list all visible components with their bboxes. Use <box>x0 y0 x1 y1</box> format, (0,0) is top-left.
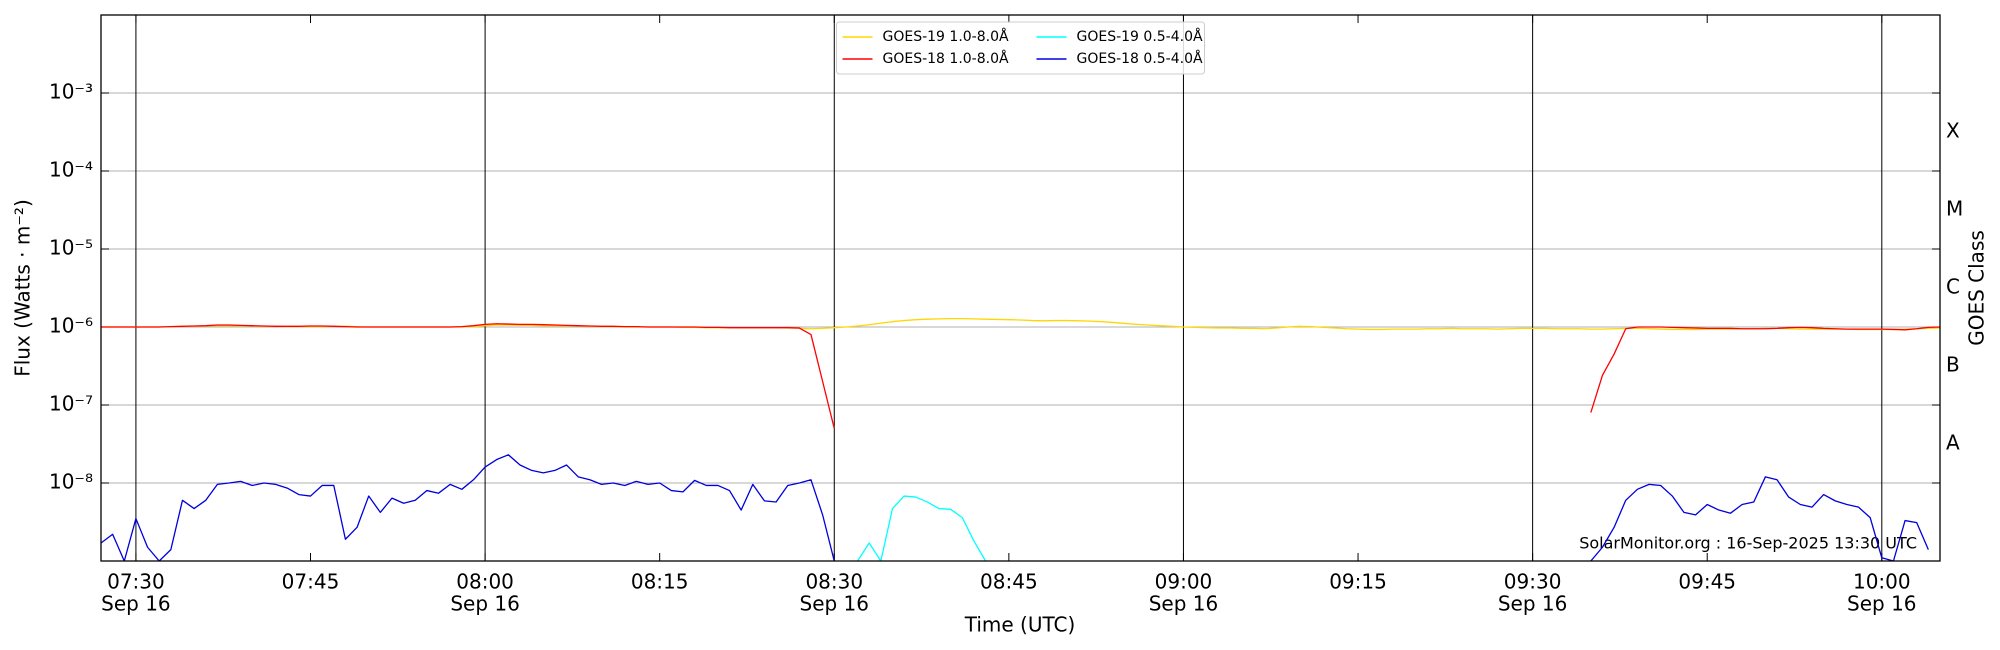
x-tick-label: 07:45 <box>282 570 340 594</box>
series-line <box>101 454 1929 561</box>
y2-tick-label: X <box>1946 119 1960 143</box>
x-tick-label: Sep 16 <box>800 592 870 616</box>
legend-label: GOES-19 0.5-4.0Å <box>1077 28 1203 45</box>
y-tick-label: 10⁻⁶ <box>49 314 93 338</box>
x-tick-label: 08:30 <box>805 570 863 594</box>
x-tick-label: 08:00 <box>456 570 514 594</box>
y-tick-label: 10⁻⁴ <box>49 158 93 182</box>
series-line <box>101 323 1940 429</box>
y-tick-label: 10⁻⁷ <box>49 392 93 416</box>
legend: GOES-19 1.0-8.0Å GOES-18 1.0-8.0Å GOES-19 … <box>836 21 1205 75</box>
x-tick-label: 09:30 <box>1504 570 1562 594</box>
y2-tick-label: C <box>1946 275 1960 299</box>
plot-frame <box>100 14 1941 562</box>
legend-label: GOES-18 1.0-8.0Å <box>883 50 1009 67</box>
x-tick-label: 09:15 <box>1329 570 1387 594</box>
x-tick-label: 10:00 <box>1853 570 1911 594</box>
y-tick-label: 10⁻³ <box>49 80 93 104</box>
y-tick-label: 10⁻⁸ <box>49 470 93 494</box>
x-tick-label: 09:45 <box>1678 570 1736 594</box>
legend-box <box>836 21 1205 75</box>
y2-tick-label: B <box>1946 353 1960 377</box>
x-tick-label: 09:00 <box>1155 570 1213 594</box>
x-axis-label: Time (UTC) <box>964 613 1076 637</box>
x-tick-label: Sep 16 <box>101 592 171 616</box>
y2-tick-label: M <box>1946 197 1963 221</box>
x-tick-label: Sep 16 <box>1847 592 1917 616</box>
x-tick-label: Sep 16 <box>1149 592 1219 616</box>
x-tick-label: 08:45 <box>980 570 1038 594</box>
x-tick-label: 07:30 <box>107 570 165 594</box>
annotation: SolarMonitor.org : 16-Sep-2025 13:30 UTC <box>1579 534 1917 553</box>
series-line <box>857 495 987 561</box>
x-tick-label: Sep 16 <box>450 592 520 616</box>
legend-label: GOES-18 0.5-4.0Å <box>1077 50 1203 67</box>
series-line <box>101 317 1940 331</box>
y-tick-label: 10⁻⁵ <box>49 236 93 260</box>
y-axis-label: Flux (Watts · m⁻²) <box>11 199 35 377</box>
y2-tick-label: A <box>1946 431 1960 455</box>
x-tick-label: Sep 16 <box>1498 592 1568 616</box>
y2-axis-label: GOES Class <box>1965 230 1989 346</box>
legend-label: GOES-19 1.0-8.0Å <box>883 28 1009 45</box>
x-tick-label: 08:15 <box>631 570 689 594</box>
